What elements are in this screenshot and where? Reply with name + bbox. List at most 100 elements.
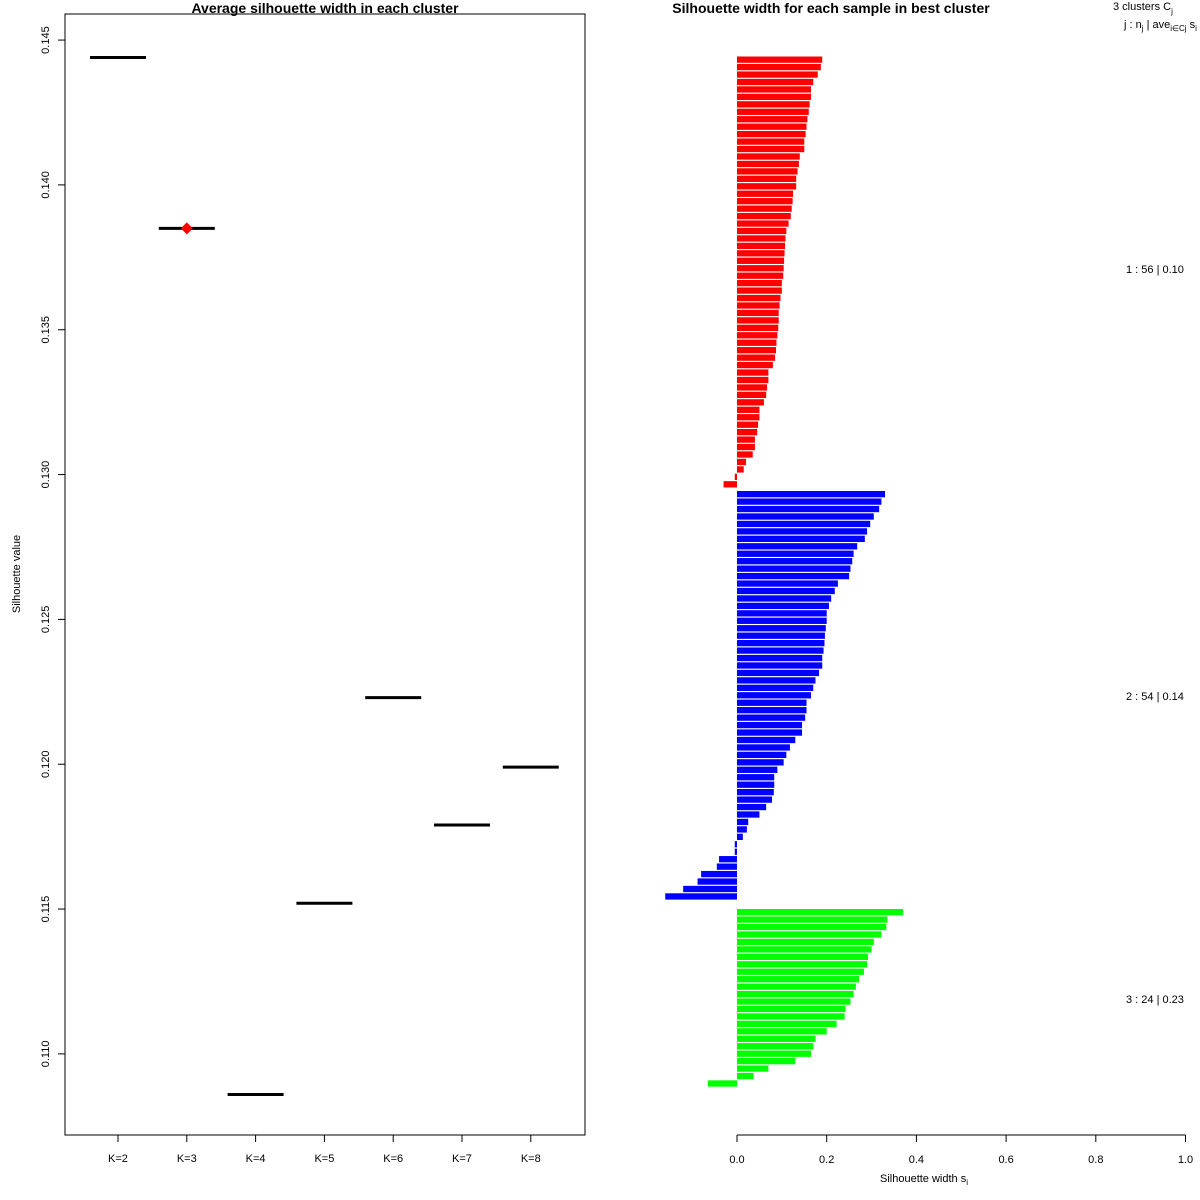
silhouette-bar [737,938,874,946]
silhouette-bar [701,870,737,878]
silhouette-bar [737,272,784,279]
silhouette-bar [737,647,824,654]
silhouette-bar [737,1005,846,1013]
silhouette-bar [737,916,888,923]
silhouette-bar [737,774,775,781]
silhouette-bar [737,131,806,138]
silhouette-bar [737,543,858,550]
silhouette-bar [737,399,764,406]
right-x-axis: 0.0 0.2 0.4 0.6 0.8 1.0 [729,1134,1193,1166]
silhouette-bar [737,692,812,699]
right-x-tick-label: 0.4 [909,1154,924,1166]
silhouette-bar [734,473,737,480]
silhouette-bar [737,414,760,421]
silhouette-bar [665,893,737,900]
silhouette-bar [737,391,767,399]
silhouette-bar [737,617,827,624]
legend-header-line-2-sub-2: i∈Cj [1170,24,1187,33]
silhouette-bar [737,736,796,744]
silhouette-bar [737,833,743,840]
left-y-tick-label: 0.125 [40,606,52,634]
right-x-axis-label-subscript: i [966,1178,968,1187]
silhouette-bar [737,451,753,458]
right-x-axis-label: Silhouette width si [880,1173,968,1187]
legend-header-line-2-sub-1: j [1141,24,1144,33]
silhouette-bar [737,332,778,339]
silhouette-bar [737,324,779,331]
silhouette-bar [737,558,853,565]
silhouette-bar [737,505,880,513]
silhouette-bar [737,421,759,428]
silhouette-bar [737,528,868,535]
right-panel-sample-silhouette: Silhouette width for each sample in best… [665,0,1197,1187]
silhouette-bar [737,78,814,86]
silhouette-bar [734,841,737,848]
silhouette-bar [737,751,787,759]
silhouette-bar [737,699,807,706]
silhouette-bar [737,309,779,317]
silhouette-bar [737,759,784,766]
silhouette-bar [697,878,737,885]
silhouette-bar [737,361,773,369]
left-y-tick-label: 0.115 [40,896,52,923]
left-x-tick-label: K=3 [177,1153,197,1165]
silhouette-bar [737,354,776,361]
silhouette-bar [737,520,871,528]
silhouette-bar [737,429,758,436]
silhouette-bar [737,280,782,287]
silhouette-bar [737,257,785,264]
silhouette-bar [737,602,829,610]
silhouette-bar [737,684,814,691]
silhouette-bar [737,498,882,505]
silhouette-bar [737,212,791,220]
silhouette-bar [737,1020,837,1028]
silhouette-bar [737,1072,754,1080]
silhouette-bar [737,86,812,93]
legend-header-line-2: j : nj | avei∈Cj si [1123,19,1197,33]
left-chart-marks [90,55,559,1096]
silhouette-bar [737,406,760,413]
silhouette-bar [737,384,768,391]
silhouette-bar [737,294,781,302]
silhouette-bar [737,63,821,71]
silhouette-bar [737,968,864,975]
silhouette-bar [737,662,823,669]
silhouette-bar [737,595,832,602]
silhouette-bar [737,818,749,826]
silhouette-bar [737,1058,796,1065]
best-k-marker [180,222,193,235]
right-x-axis-label-main: Silhouette width s [880,1173,967,1185]
silhouette-bar [737,961,868,968]
silhouette-bar [737,227,787,235]
left-panel-average-silhouette: Average silhouette width in each cluster… [11,0,586,1165]
silhouette-bar [737,138,805,145]
silhouette-bar [737,714,806,721]
silhouette-bar [737,1013,845,1020]
silhouette-bar [723,481,737,488]
silhouette-bar [737,93,812,101]
right-chart-bars [665,56,903,1087]
silhouette-bar [737,101,810,108]
silhouette-bar [737,826,747,833]
silhouette-bar [737,491,886,498]
silhouette-bar [737,317,779,324]
right-cluster-legend: 3 clusters Cj j : nj | avei∈Cj si 1 : 56… [1113,1,1197,1006]
silhouette-bar [737,168,798,175]
silhouette-bar [737,458,746,466]
silhouette-bar [737,369,769,376]
legend-header-line-2-b: | ave [1144,19,1171,31]
silhouette-bar [737,220,789,227]
silhouette-bar [737,235,786,242]
left-x-tick-label: K=5 [314,1153,334,1165]
silhouette-bar [737,287,782,294]
silhouette-bar [737,242,785,250]
silhouette-bar [737,632,825,639]
left-x-tick-label: K=8 [521,1153,541,1165]
right-x-tick-label: 0.8 [1088,1154,1103,1166]
silhouette-bar [737,946,872,953]
silhouette-bar [737,175,797,182]
left-x-tick-label: K=6 [383,1153,403,1165]
silhouette-bar [737,347,777,354]
silhouette-bar [737,302,780,309]
silhouette-bar [737,909,903,916]
